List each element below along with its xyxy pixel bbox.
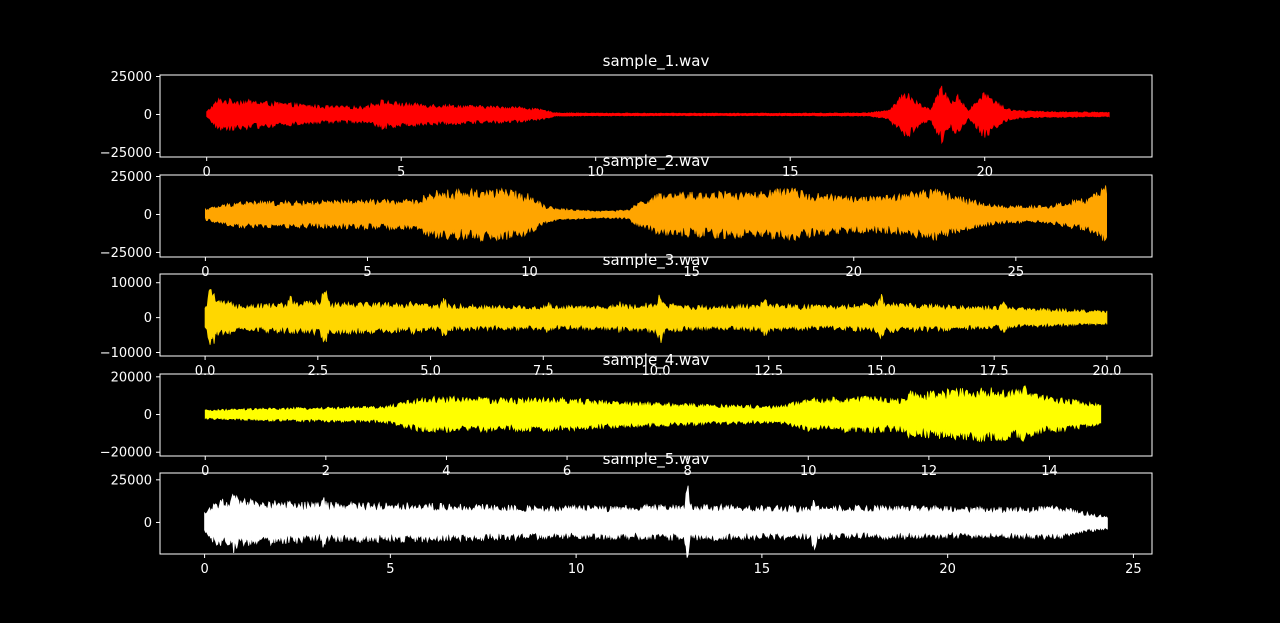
y-tick-label: 0: [144, 516, 152, 531]
subplot-title: sample_1.wav: [603, 52, 710, 71]
x-tick-label: 17.5: [980, 364, 1009, 379]
x-tick-label: 15: [683, 265, 700, 280]
y-tick-label: 0: [144, 311, 152, 326]
y-tick-label: 20000: [111, 370, 152, 385]
x-tick-label: 5: [397, 165, 405, 180]
y-tick-label: 25000: [111, 473, 152, 488]
x-tick-label: 5: [363, 265, 371, 280]
x-tick-label: 15: [782, 165, 799, 180]
x-tick-label: 6: [563, 464, 571, 479]
x-tick-label: 10: [800, 464, 817, 479]
subplot-title: sample_3.wav: [603, 251, 710, 270]
x-tick-label: 5.0: [420, 364, 441, 379]
axes-frame: [159, 174, 1153, 258]
x-tick-label: 0: [201, 265, 209, 280]
y-tick-label: −25000: [100, 246, 152, 261]
x-tick-label: 10.0: [642, 364, 671, 379]
x-tick-label: 4: [442, 464, 450, 479]
x-tick-label: 0: [201, 464, 209, 479]
y-tick-label: −10000: [100, 346, 152, 361]
x-tick-label: 8: [684, 464, 692, 479]
x-tick-label: 0.0: [195, 364, 216, 379]
x-tick-label: 20: [939, 562, 956, 577]
waveform-series-3: [204, 289, 1108, 345]
y-tick-label: 10000: [111, 276, 152, 291]
subplot-2: 0 5 10 15 20 25 25000 0 −25000 sample_2.wav: [100, 152, 1153, 280]
x-tick-label: 2.5: [307, 364, 328, 379]
x-tick-label: 2: [322, 464, 330, 479]
x-tick-label: 12.5: [754, 364, 783, 379]
subplot-4: 0 2 4 6 8 10 12 14 20000 0 −20000 sample_4.wav: [100, 351, 1153, 479]
x-tick-label: 12: [921, 464, 938, 479]
y-tick-label: −20000: [100, 446, 152, 461]
x-tick-label: 0: [203, 165, 211, 180]
x-tick-label: 20: [845, 265, 862, 280]
x-tick-label: 0: [200, 562, 208, 577]
subplot-title: sample_5.wav: [603, 450, 710, 469]
y-tick-label: −25000: [100, 146, 152, 161]
y-tick-label: 0: [144, 408, 152, 423]
subplot-1: 0 5 10 15 20 25000 0 −25000 sample_1.wav: [100, 52, 1153, 180]
x-tick-label: 10: [521, 265, 538, 280]
x-tick-label: 15.0: [867, 364, 896, 379]
x-tick-label: 25: [1125, 562, 1142, 577]
waveform-series-1: [206, 85, 1110, 145]
y-tick-label: 25000: [111, 70, 152, 85]
x-tick-label: 14: [1041, 464, 1058, 479]
subplot-3: 0.0 2.5 5.0 7.5 10.0 12.5 15.0 17.5 20.0 10000 0 −1…: [100, 251, 1153, 379]
x-tick-label: 10: [587, 165, 604, 180]
waveform-series-4: [204, 385, 1102, 443]
y-tick-label: 0: [144, 208, 152, 223]
y-tick-label: 0: [144, 108, 152, 123]
x-tick-label: 5: [386, 562, 394, 577]
y-tick-label: 25000: [111, 170, 152, 185]
x-tick-label: 20: [976, 165, 993, 180]
subplot-title: sample_2.wav: [603, 152, 710, 171]
axes-frame: [159, 74, 1153, 158]
x-tick-label: 7.5: [533, 364, 554, 379]
x-tick-label: 15: [754, 562, 771, 577]
waveform-series-2: [204, 185, 1108, 242]
waveform-series-5: [204, 485, 1108, 558]
axes-frame: [159, 472, 1153, 555]
x-tick-label: 25: [1008, 265, 1025, 280]
x-tick-label: 10: [568, 562, 585, 577]
x-tick-label: 20.0: [1092, 364, 1121, 379]
subplot-title: sample_4.wav: [603, 351, 710, 370]
